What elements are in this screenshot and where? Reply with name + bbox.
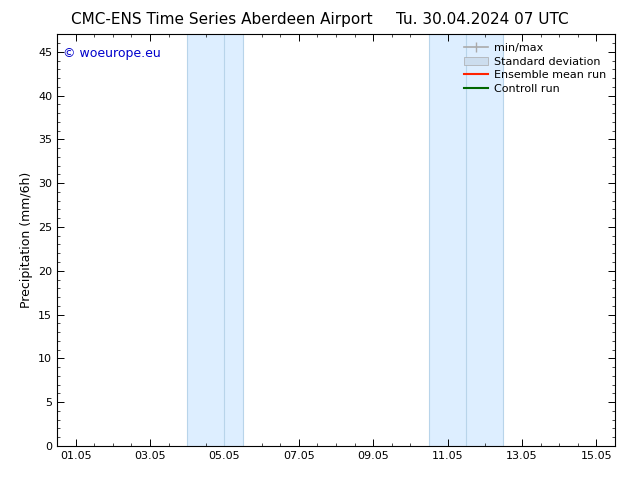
Y-axis label: Precipitation (mm/6h): Precipitation (mm/6h)	[20, 172, 32, 308]
Legend: min/max, Standard deviation, Ensemble mean run, Controll run: min/max, Standard deviation, Ensemble me…	[460, 40, 609, 97]
Text: CMC-ENS Time Series Aberdeen Airport: CMC-ENS Time Series Aberdeen Airport	[71, 12, 373, 27]
Text: © woeurope.eu: © woeurope.eu	[63, 47, 160, 60]
Bar	[187, 34, 243, 446]
Bar	[429, 34, 503, 446]
Text: Tu. 30.04.2024 07 UTC: Tu. 30.04.2024 07 UTC	[396, 12, 568, 27]
